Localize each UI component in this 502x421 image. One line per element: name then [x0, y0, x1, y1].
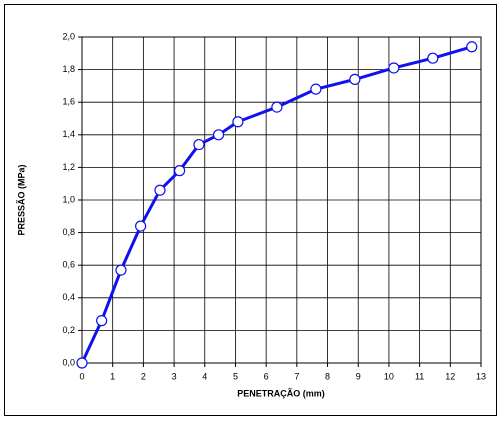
data-point	[271, 101, 283, 113]
x-tick-label: 11	[415, 371, 424, 381]
data-point	[427, 52, 439, 64]
data-point	[349, 73, 361, 85]
data-point	[135, 220, 147, 232]
data-point	[212, 129, 225, 141]
y-tick-label: 1,6	[62, 97, 75, 107]
y-axis-title: PRESSÃO (MPa)	[16, 164, 26, 235]
y-tick-label: 0,0	[62, 357, 75, 367]
y-tick-label: 1,0	[62, 194, 75, 204]
data-point	[388, 62, 400, 74]
plot-border	[81, 36, 482, 364]
data-point	[76, 357, 88, 369]
data-point	[115, 264, 127, 276]
y-tick-label: 1,2	[62, 162, 75, 172]
data-point	[154, 184, 166, 196]
data-point	[193, 138, 205, 151]
y-tick-label: 1,8	[62, 64, 75, 74]
data-point	[310, 83, 322, 95]
x-tick-label: 8	[325, 371, 330, 381]
x-tick-label: 12	[445, 371, 455, 381]
frame	[4, 4, 497, 416]
data-point	[96, 315, 108, 327]
x-tick-label: 7	[294, 371, 299, 381]
y-tick-label: 0,8	[62, 227, 75, 237]
x-tick-label: 3	[172, 371, 177, 381]
x-tick-label: 1	[110, 371, 115, 381]
x-tick-label: 0	[79, 371, 84, 381]
x-tick-label: 9	[356, 371, 361, 381]
x-tick-label: 13	[476, 371, 486, 381]
x-tick-label: 2	[141, 371, 146, 381]
data-point	[174, 165, 186, 177]
y-tick-label: 1,4	[62, 129, 75, 139]
x-axis-title: PENETRAÇÃO (mm)	[237, 388, 325, 398]
x-tick-label: 6	[264, 371, 269, 381]
y-tick-label: 2,0	[62, 31, 75, 41]
y-tick-label: 0,4	[62, 292, 75, 302]
y-tick-label: 0,6	[62, 260, 75, 270]
x-tick-label: 10	[384, 371, 394, 381]
x-tick-label: 4	[202, 371, 207, 381]
y-tick-label: 0,2	[62, 325, 75, 335]
data-point	[232, 116, 244, 128]
x-tick-label: 5	[233, 371, 238, 381]
data-point	[466, 41, 478, 53]
